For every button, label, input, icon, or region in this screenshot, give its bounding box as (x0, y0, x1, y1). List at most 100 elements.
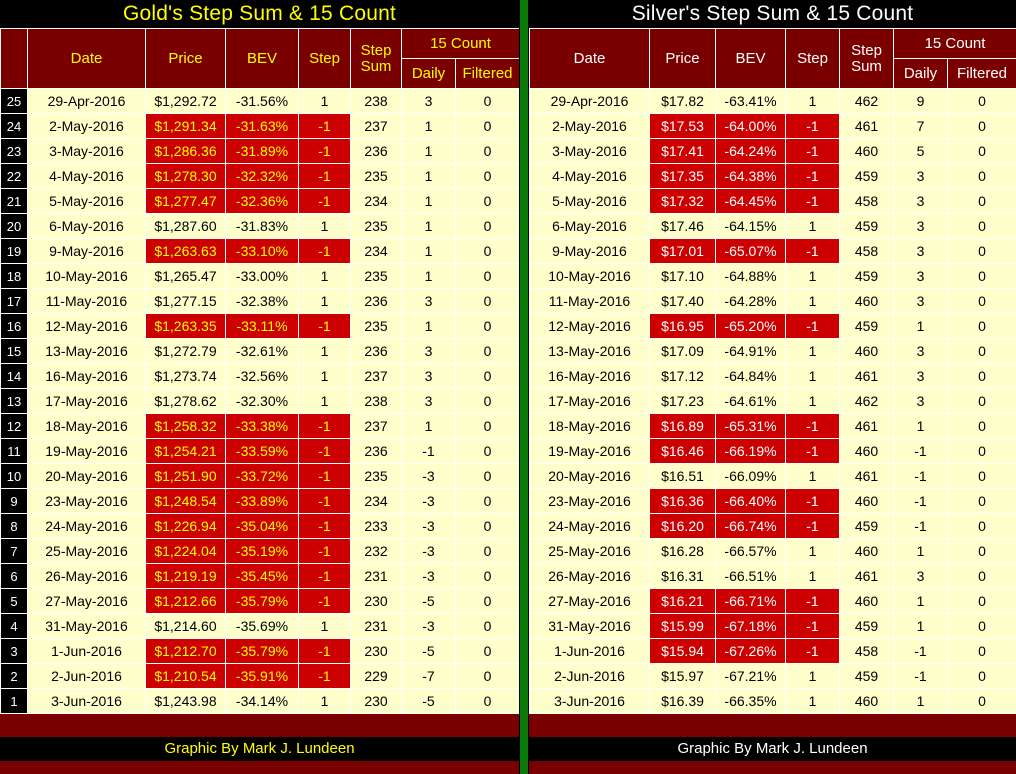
price-cell: $1,277.47 (145, 188, 226, 214)
step-cell: -1 (298, 588, 351, 614)
bev-cell: -32.38% (225, 288, 299, 314)
table-row: 27-May-2016 $16.21 -66.71% -1 460 1 0 (529, 588, 1016, 614)
filtered-count-cell: 0 (454, 88, 521, 114)
daily-count-cell: -7 (401, 663, 456, 689)
daily-count-cell: 3 (893, 163, 948, 189)
date-cell: 1-Jun-2016 (27, 638, 146, 664)
daily-count-cell: 1 (401, 313, 456, 339)
table-row: 9-May-2016 $17.01 -65.07% -1 458 3 0 (529, 238, 1016, 264)
col-header-bev: BEV (715, 28, 786, 89)
table-row: 9 23-May-2016 $1,248.54 -33.89% -1 234 -3 0 (0, 488, 521, 514)
price-cell: $1,277.15 (145, 288, 226, 314)
step-sum-cell: 229 (350, 663, 402, 689)
bev-cell: -33.10% (225, 238, 299, 264)
step-sum-cell: 461 (839, 113, 894, 139)
date-cell: 13-May-2016 (529, 338, 650, 364)
table-row: 10-May-2016 $17.10 -64.88% 1 459 3 0 (529, 263, 1016, 289)
daily-count-cell: 3 (893, 563, 948, 589)
daily-count-cell: 1 (401, 413, 456, 439)
step-sum-cell: 230 (350, 588, 402, 614)
daily-count-cell: -5 (401, 688, 456, 714)
bev-cell: -35.69% (225, 613, 299, 639)
step-cell: 1 (785, 363, 840, 389)
step-cell: -1 (785, 313, 840, 339)
col-header-step-sum: Step Sum (839, 28, 894, 89)
date-cell: 31-May-2016 (27, 613, 146, 639)
col-header-date: Date (27, 28, 146, 89)
step-sum-cell: 460 (839, 138, 894, 164)
daily-count-cell: 3 (893, 238, 948, 264)
center-divider (519, 0, 529, 774)
step-sum-cell: 233 (350, 513, 402, 539)
step-sum-cell: 232 (350, 538, 402, 564)
date-cell: 9-May-2016 (27, 238, 146, 264)
filtered-count-cell: 0 (946, 288, 1016, 314)
step-cell: 1 (785, 563, 840, 589)
step-sum-cell: 236 (350, 138, 402, 164)
filtered-count-cell: 0 (454, 463, 521, 489)
step-sum-cell: 459 (839, 513, 894, 539)
step-sum-cell: 460 (839, 538, 894, 564)
bev-cell: -31.56% (225, 88, 299, 114)
step-sum-cell: 238 (350, 388, 402, 414)
daily-count-cell: 3 (401, 338, 456, 364)
step-cell: -1 (298, 463, 351, 489)
silver-table-body: 29-Apr-2016 $17.82 -63.41% 1 462 9 0 2-May-2016… (529, 88, 1016, 714)
step-sum-cell: 235 (350, 263, 402, 289)
step-cell: -1 (298, 313, 351, 339)
date-cell: 6-May-2016 (529, 213, 650, 239)
table-row: 1 3-Jun-2016 $1,243.98 -34.14% 1 230 -5 0 (0, 688, 521, 714)
date-cell: 5-May-2016 (529, 188, 650, 214)
bev-cell: -35.19% (225, 538, 299, 564)
price-cell: $17.32 (649, 188, 716, 214)
step-sum-cell: 460 (839, 488, 894, 514)
daily-count-cell: -1 (893, 513, 948, 539)
filtered-count-cell: 0 (946, 363, 1016, 389)
filtered-count-cell: 0 (454, 188, 521, 214)
bev-cell: -67.18% (715, 613, 786, 639)
step-sum-cell: 460 (839, 688, 894, 714)
step-sum-cell: 459 (839, 163, 894, 189)
bev-cell: -66.19% (715, 438, 786, 464)
bev-cell: -64.61% (715, 388, 786, 414)
date-cell: 19-May-2016 (27, 438, 146, 464)
price-cell: $1,278.62 (145, 388, 226, 414)
filtered-count-cell: 0 (454, 288, 521, 314)
step-cell: -1 (785, 638, 840, 664)
table-row: 6-May-2016 $17.46 -64.15% 1 459 3 0 (529, 213, 1016, 239)
date-cell: 2-Jun-2016 (27, 663, 146, 689)
step-sum-cell: 236 (350, 338, 402, 364)
row-number: 11 (0, 438, 28, 464)
filtered-count-cell: 0 (946, 388, 1016, 414)
table-row: 29-Apr-2016 $17.82 -63.41% 1 462 9 0 (529, 88, 1016, 114)
table-row: 23-May-2016 $16.36 -66.40% -1 460 -1 0 (529, 488, 1016, 514)
step-sum-cell: 230 (350, 688, 402, 714)
daily-count-cell: 3 (893, 363, 948, 389)
step-cell: 1 (298, 613, 351, 639)
bev-cell: -31.63% (225, 113, 299, 139)
price-cell: $1,291.34 (145, 113, 226, 139)
filtered-count-cell: 0 (946, 488, 1016, 514)
date-cell: 2-May-2016 (529, 113, 650, 139)
table-row: 21 5-May-2016 $1,277.47 -32.36% -1 234 1 0 (0, 188, 521, 214)
col-header-daily: Daily (401, 58, 456, 89)
price-cell: $1,278.30 (145, 163, 226, 189)
daily-count-cell: 7 (893, 113, 948, 139)
date-cell: 27-May-2016 (27, 588, 146, 614)
date-cell: 12-May-2016 (529, 313, 650, 339)
bev-cell: -65.31% (715, 413, 786, 439)
row-number: 23 (0, 138, 28, 164)
step-sum-cell: 231 (350, 563, 402, 589)
price-cell: $1,226.94 (145, 513, 226, 539)
price-cell: $1,214.60 (145, 613, 226, 639)
filtered-count-cell: 0 (454, 488, 521, 514)
bev-cell: -64.88% (715, 263, 786, 289)
filtered-count-cell: 0 (946, 463, 1016, 489)
daily-count-cell: 1 (401, 263, 456, 289)
step-cell: -1 (298, 163, 351, 189)
col-header-bev: BEV (225, 28, 299, 89)
table-row: 3-May-2016 $17.41 -64.24% -1 460 5 0 (529, 138, 1016, 164)
bev-cell: -35.79% (225, 638, 299, 664)
step-sum-cell: 235 (350, 213, 402, 239)
filtered-count-cell: 0 (454, 613, 521, 639)
